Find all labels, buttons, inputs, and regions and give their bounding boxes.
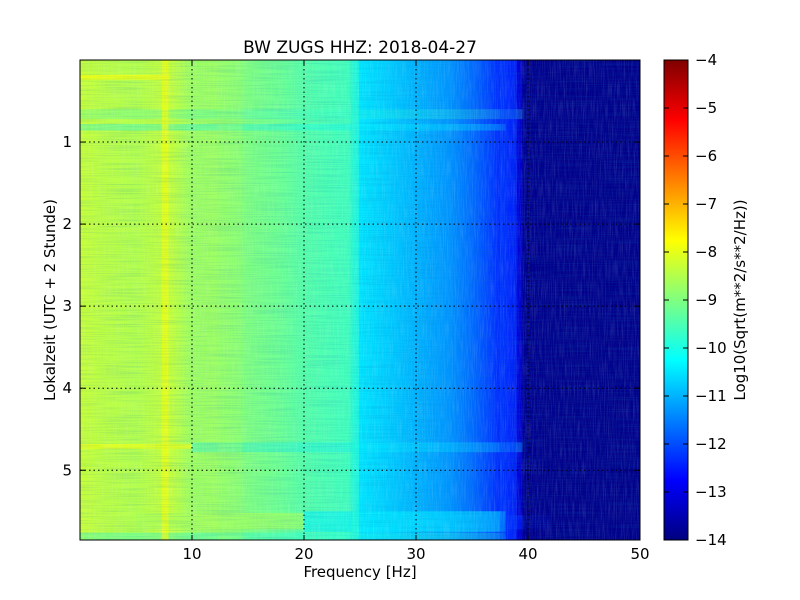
colorbar-tick-label: −9 xyxy=(695,291,717,309)
y-tick-label: 2 xyxy=(62,215,72,233)
y-tick-label: 4 xyxy=(62,379,72,397)
plot-area xyxy=(80,60,640,540)
y-axis: 1 2 3 4 5 xyxy=(62,133,640,479)
colorbar-tick-label: −8 xyxy=(695,243,717,261)
chart-title: BW ZUGS HHZ: 2018-04-27 xyxy=(243,38,477,58)
colorbar-tick-label: −4 xyxy=(695,51,717,69)
x-tick-label: 10 xyxy=(182,545,201,563)
y-tick-label: 1 xyxy=(62,133,72,151)
x-axis: 10 20 30 40 50 xyxy=(182,60,650,563)
grid-lines xyxy=(80,60,640,540)
colorbar-tick-label: −12 xyxy=(695,435,727,453)
colorbar-tick-label: −7 xyxy=(695,195,717,213)
x-tick-label: 50 xyxy=(630,545,649,563)
x-tick-label: 30 xyxy=(406,545,425,563)
y-axis-label: Lokalzeit (UTC + 2 Stunde) xyxy=(41,199,59,401)
y-tick-label: 3 xyxy=(62,297,72,315)
colorbar-ticks: −4 −5 −6 −7 −8 −9 −10 −11 −12 −13 −14 xyxy=(664,51,727,549)
colorbar-tick-label: −11 xyxy=(695,387,727,405)
x-axis-label: Frequency [Hz] xyxy=(303,563,416,581)
colorbar-tick-label: −13 xyxy=(695,483,727,501)
colorbar-tick-label: −6 xyxy=(695,147,717,165)
colorbar-tick-label: −5 xyxy=(695,99,717,117)
colorbar-tick-label: −14 xyxy=(695,531,727,549)
x-tick-label: 20 xyxy=(294,545,313,563)
y-tick-label: 5 xyxy=(62,461,72,479)
plot-frame xyxy=(79,59,641,541)
horizontal-texture xyxy=(80,60,640,540)
colorbar-label: Log10(Sqrt(m**2/s**2/Hz)) xyxy=(731,199,749,400)
colorbar-tick-label: −10 xyxy=(695,339,727,357)
x-tick-label: 40 xyxy=(518,545,537,563)
